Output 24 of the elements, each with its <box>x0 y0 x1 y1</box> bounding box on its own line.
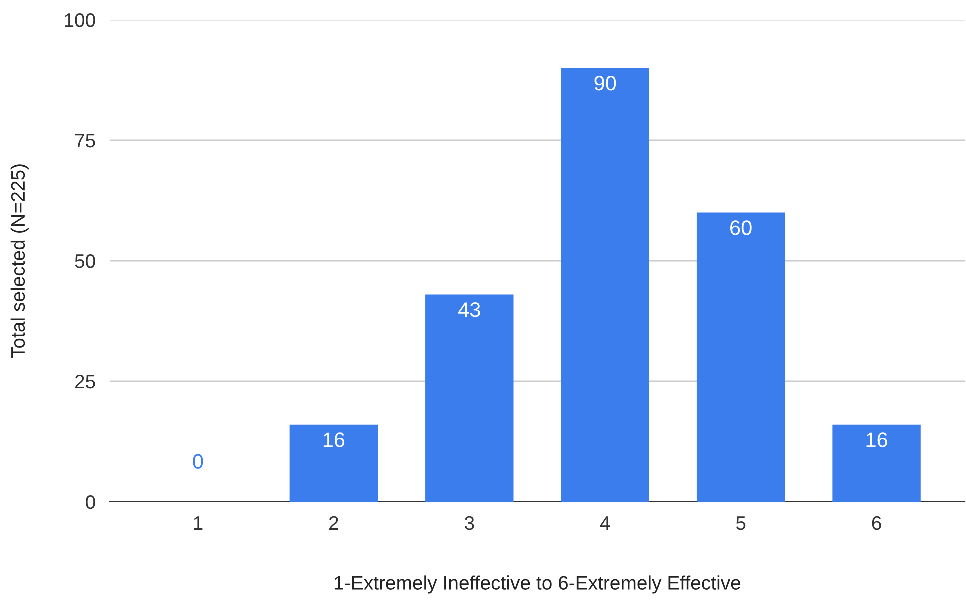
x-tick-label: 1 <box>194 516 203 530</box>
y-tick-label: 25 <box>75 374 96 389</box>
bar <box>561 68 650 502</box>
y-tick-label: 50 <box>75 254 96 268</box>
x-tick-label: 4 <box>600 516 610 530</box>
y-tick-label: 100 <box>65 13 96 28</box>
bar <box>696 212 786 502</box>
x-tick-label: 5 <box>736 516 746 530</box>
data-label: 90 <box>594 76 616 91</box>
y-tick-label: 75 <box>75 134 96 148</box>
data-label: 16 <box>866 432 888 448</box>
data-label: 16 <box>324 432 345 448</box>
x-axis-title: 1-Extremely Ineffective to 6-Extremely Effective <box>335 576 741 594</box>
data-label: 60 <box>730 220 752 236</box>
x-tick-label: 2 <box>330 516 338 530</box>
bar <box>832 424 921 502</box>
bar <box>426 294 514 502</box>
data-label: 0 <box>193 454 204 469</box>
x-tick-label: 3 <box>464 516 474 530</box>
y-axis-title: Total selected (N=225) <box>10 164 29 358</box>
bar <box>290 424 378 502</box>
data-label: 43 <box>458 302 480 318</box>
x-tick-label: 6 <box>872 516 882 530</box>
y-tick-label: 0 <box>86 495 96 510</box>
